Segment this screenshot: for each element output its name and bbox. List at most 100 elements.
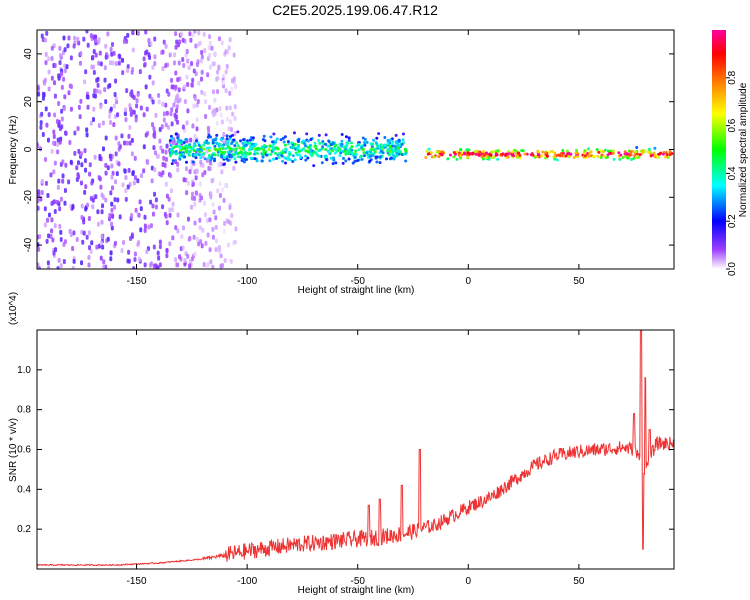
spectrogram-cell [286, 155, 290, 159]
spectrogram-cell [121, 70, 125, 76]
spectrogram-cell [288, 152, 292, 156]
spectrogram-cell [176, 93, 180, 99]
spectrogram-cell [169, 111, 173, 117]
spectrogram-cell [343, 149, 347, 153]
spectrogram-cell [98, 155, 102, 161]
spectrogram-cell [569, 152, 573, 156]
spectrogram-cell [99, 184, 103, 190]
spectrogram-cell [494, 152, 498, 156]
spectrogram-cell [435, 150, 439, 154]
snr-ytick-label: 1.0 [17, 365, 31, 376]
spectrogram-cell [651, 153, 655, 157]
spectrogram-cell [191, 160, 195, 164]
spectrogram-xtick-label: 0 [466, 276, 472, 287]
spectrogram-cell [324, 142, 328, 146]
spectrogram-cell [53, 93, 57, 99]
spectrogram-cell [344, 135, 348, 139]
spectrogram-cell [297, 149, 301, 153]
spectrogram-ytick-label: 0 [23, 146, 34, 152]
spectrogram-cell [293, 158, 297, 162]
spectrogram-cell [391, 140, 395, 144]
spectrogram-cell [192, 103, 196, 109]
spectrogram-cell [83, 148, 87, 154]
spectrogram-cell [167, 91, 171, 97]
spectrogram-cell [57, 122, 61, 128]
spectrogram-cell [268, 144, 272, 148]
spectrogram-cell [68, 139, 72, 145]
spectrogram-cell [59, 229, 63, 235]
spectrogram-cell [80, 162, 84, 168]
spectrogram-cell [152, 126, 156, 132]
spectrogram-cell [152, 244, 156, 250]
spectrogram-cell [230, 212, 234, 218]
spectrogram-cell [195, 117, 199, 123]
spectrogram-cell [354, 152, 358, 156]
spectrogram-cell [110, 213, 114, 219]
spectrogram-cell [253, 147, 257, 151]
spectrogram-cell [226, 140, 230, 144]
spectrogram-cell [200, 49, 204, 55]
spectrogram-cell [226, 150, 230, 154]
spectrogram-cell [496, 157, 500, 161]
spectrogram-cell [188, 263, 192, 269]
spectrogram-cell [555, 158, 559, 162]
spectrogram-cell [561, 149, 565, 153]
spectrogram-cell [203, 91, 207, 97]
spectrogram-cell [236, 155, 240, 159]
spectrogram-cell [168, 212, 172, 218]
spectrogram-cell [195, 126, 199, 132]
spectrogram-cell [391, 144, 395, 148]
spectrogram-cell [114, 96, 118, 102]
spectrogram-cell [106, 165, 110, 171]
spectrogram-cell [211, 226, 215, 232]
spectrogram-cell [92, 69, 96, 75]
spectrogram-cell [231, 133, 235, 137]
spectrogram-cell [194, 153, 198, 157]
spectrogram-cell [278, 151, 282, 155]
spectrogram-cell [52, 169, 56, 175]
spectrogram-cell [189, 165, 193, 171]
spectrogram-cell [56, 141, 60, 147]
spectrogram-cell [247, 152, 251, 156]
spectrogram-cell [165, 220, 169, 226]
spectrogram-cell [363, 143, 367, 147]
spectrogram-cell [217, 162, 221, 168]
spectrogram-cell [559, 152, 563, 156]
spectrogram-cell [232, 165, 236, 171]
spectrogram-cell [44, 156, 48, 162]
spectrogram-cell [283, 135, 287, 139]
spectrogram-cell [217, 64, 221, 70]
spectrogram-cell [113, 204, 117, 210]
spectrogram-cell [297, 145, 301, 149]
spectrogram-cell [167, 124, 171, 130]
spectrogram-cell [208, 104, 212, 110]
spectrogram-cell [267, 148, 271, 152]
spectrogram-cell [583, 154, 587, 158]
spectrogram-cell [171, 207, 175, 213]
spectrogram-cell [161, 65, 165, 71]
spectrogram-cell [94, 38, 98, 44]
spectrogram-cell [248, 138, 252, 142]
spectrogram-marks [37, 30, 674, 269]
spectrogram-cell [177, 144, 181, 148]
spectrogram-cell [597, 150, 601, 154]
spectrogram-cell [355, 159, 359, 163]
spectrogram-cell [281, 136, 285, 140]
spectrogram-cell [174, 225, 178, 231]
spectrogram-cell [274, 146, 278, 150]
spectrogram-cell [161, 170, 165, 176]
spectrogram-cell [39, 120, 43, 126]
colorbar-tick-label: 0.0 [727, 262, 738, 276]
spectrogram-cell [233, 157, 237, 161]
snr-xtick-label: -150 [127, 576, 147, 587]
spectrogram-cell [301, 139, 305, 143]
spectrogram-cell [116, 197, 120, 203]
spectrogram-cell [225, 64, 229, 70]
spectrogram-cell [288, 158, 292, 162]
chart-title: C2E5.2025.199.06.47.R12 [272, 2, 438, 18]
spectrogram-cell [525, 152, 529, 156]
spectrogram-cell [255, 152, 259, 156]
spectrogram-cell [481, 157, 485, 161]
spectrogram-cell [217, 245, 221, 251]
spectrogram-xtick-label: -50 [350, 276, 365, 287]
